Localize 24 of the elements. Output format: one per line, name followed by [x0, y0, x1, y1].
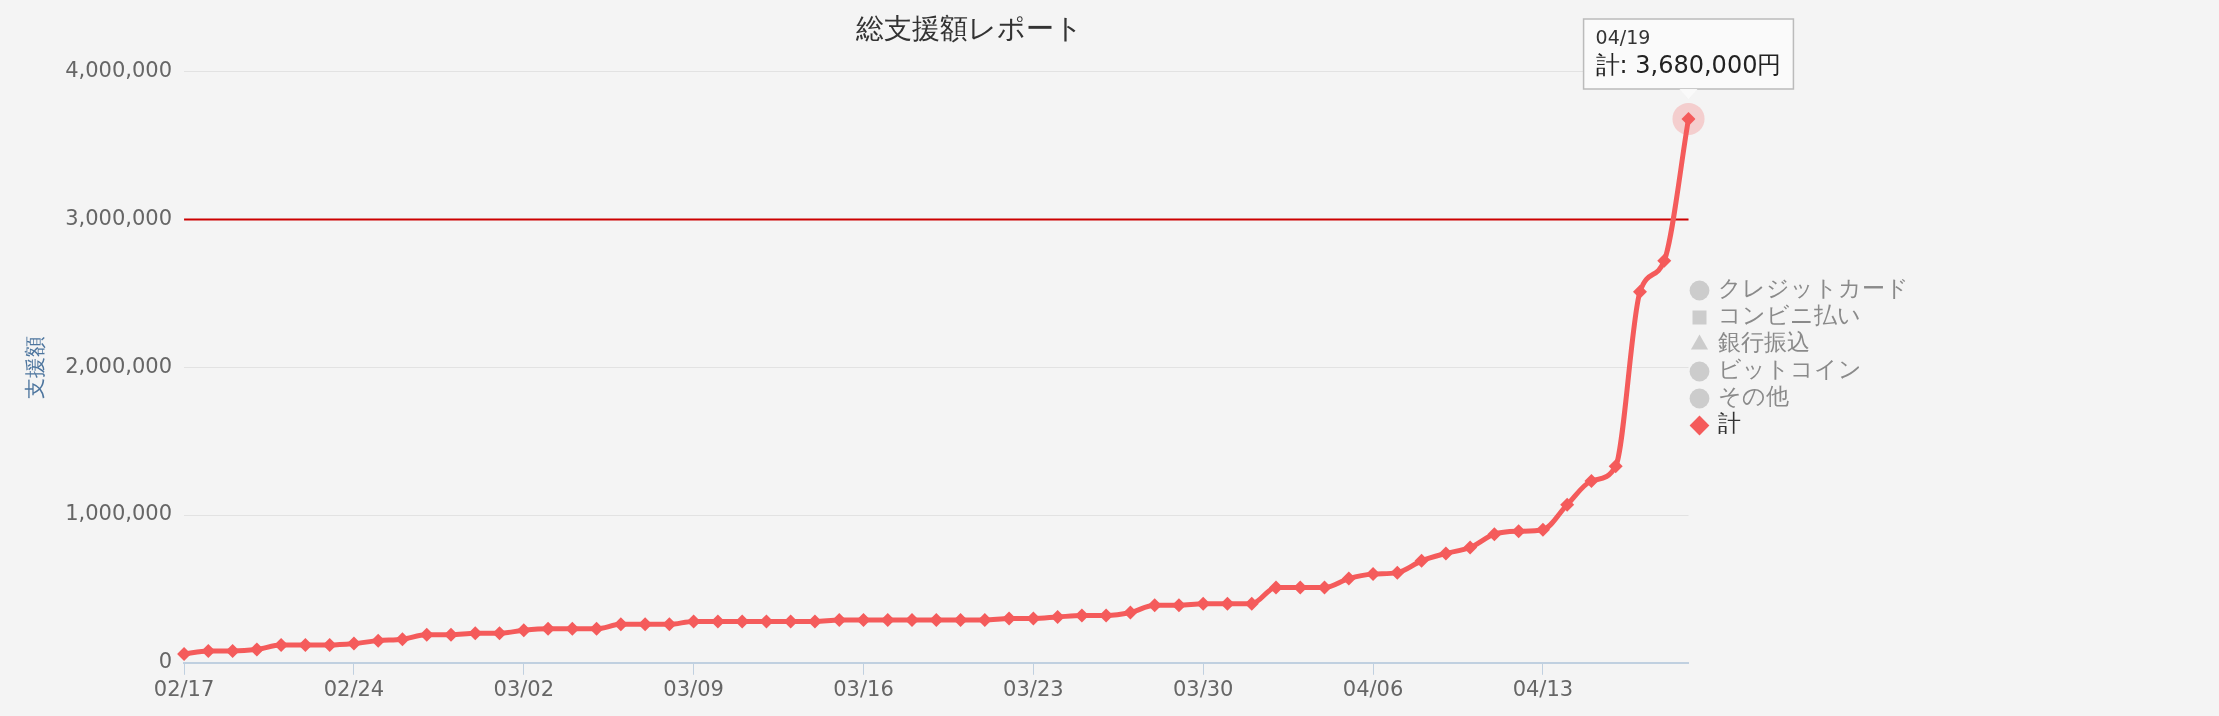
- y-tick-label: 0: [158, 649, 173, 674]
- legend-label: クレジットカード: [1718, 275, 1909, 302]
- x-tick-label: 03/16: [833, 676, 894, 701]
- annotation: 計: 3,680,000円: [1595, 51, 1782, 80]
- chart-title: 総支援額レポート: [855, 12, 1083, 46]
- y-tick-label: 3,000,000: [65, 205, 173, 230]
- x-tick-label: 03/23: [1003, 676, 1064, 701]
- x-tick-label: 03/30: [1172, 676, 1234, 701]
- legend-label: ビットコイン: [1718, 356, 1862, 383]
- legend-label: コンビニ払い: [1718, 302, 1861, 329]
- y-tick-label: 1,000,000: [65, 501, 173, 526]
- x-tick-label: 03/09: [663, 676, 724, 701]
- y-tick-label: 2,000,000: [65, 353, 173, 378]
- legend-label: 銀行振込: [1718, 329, 1810, 356]
- y-tick-label: 4,000,000: [65, 58, 173, 83]
- legend-label: 計: [1718, 410, 1741, 437]
- x-tick-label: 02/17: [153, 676, 215, 701]
- x-tick-label: 04/06: [1342, 676, 1404, 701]
- x-tick-label: 02/24: [323, 676, 385, 701]
- x-tick-label: 03/02: [493, 676, 555, 701]
- legend-label: その他: [1718, 383, 1789, 410]
- x-tick-label: 04/13: [1512, 676, 1574, 701]
- y-axis-title: 支援額: [23, 335, 48, 399]
- text: 04/19: [1595, 25, 1651, 48]
